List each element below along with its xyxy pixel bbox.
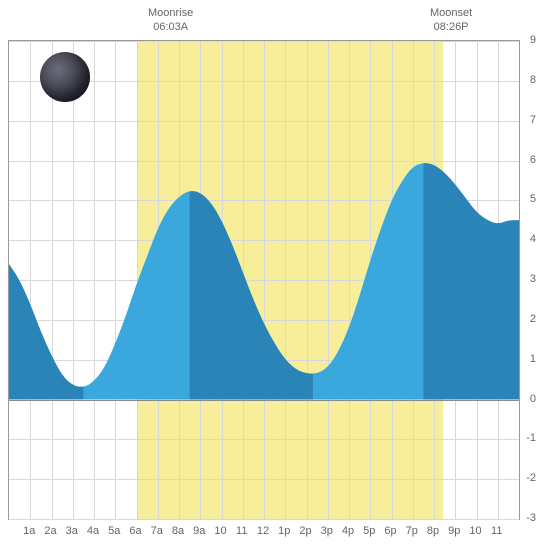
moonset-time: 08:26P [430, 20, 472, 34]
y-tick: -2 [526, 472, 536, 484]
x-tick: 9p [448, 525, 460, 537]
x-tick: 12 [257, 525, 269, 537]
tide-chart: Moonrise 06:03A Moonset 08:26P -3-2-1012… [0, 0, 550, 550]
plot-area [8, 40, 520, 520]
x-tick: 2p [299, 525, 311, 537]
y-tick: 3 [530, 273, 536, 285]
x-tick: 2a [44, 525, 56, 537]
x-tick: 6a [129, 525, 141, 537]
moonrise-title: Moonrise [148, 6, 193, 20]
y-tick: 7 [530, 114, 536, 126]
x-tick: 5a [108, 525, 120, 537]
x-tick: 1p [278, 525, 290, 537]
x-tick: 10 [469, 525, 481, 537]
y-tick: -1 [526, 432, 536, 444]
x-tick: 3p [321, 525, 333, 537]
moonset-label: Moonset 08:26P [430, 6, 472, 35]
y-tick: 0 [530, 393, 536, 405]
x-tick: 1a [23, 525, 35, 537]
x-tick: 8p [427, 525, 439, 537]
moonset-title: Moonset [430, 6, 472, 20]
x-tick: 7a [151, 525, 163, 537]
x-tick: 8a [172, 525, 184, 537]
y-tick: 5 [530, 193, 536, 205]
x-tick: 7p [406, 525, 418, 537]
y-tick: 2 [530, 313, 536, 325]
x-tick: 4p [342, 525, 354, 537]
x-tick: 6p [384, 525, 396, 537]
y-tick: 9 [530, 34, 536, 46]
y-tick: 1 [530, 353, 536, 365]
moon-phase-icon [40, 52, 90, 102]
grid-h [9, 519, 519, 520]
x-tick: 3a [66, 525, 78, 537]
x-tick: 11 [491, 525, 502, 537]
y-tick: 4 [530, 233, 536, 245]
x-tick: 11 [236, 525, 247, 537]
x-tick: 4a [87, 525, 99, 537]
y-tick: 8 [530, 74, 536, 86]
tide-area [9, 41, 519, 519]
y-tick: -3 [526, 512, 536, 524]
x-tick: 9a [193, 525, 205, 537]
x-tick: 10 [214, 525, 226, 537]
y-tick: 6 [530, 154, 536, 166]
x-tick: 5p [363, 525, 375, 537]
moonrise-time: 06:03A [148, 20, 193, 34]
moonrise-label: Moonrise 06:03A [148, 6, 193, 35]
